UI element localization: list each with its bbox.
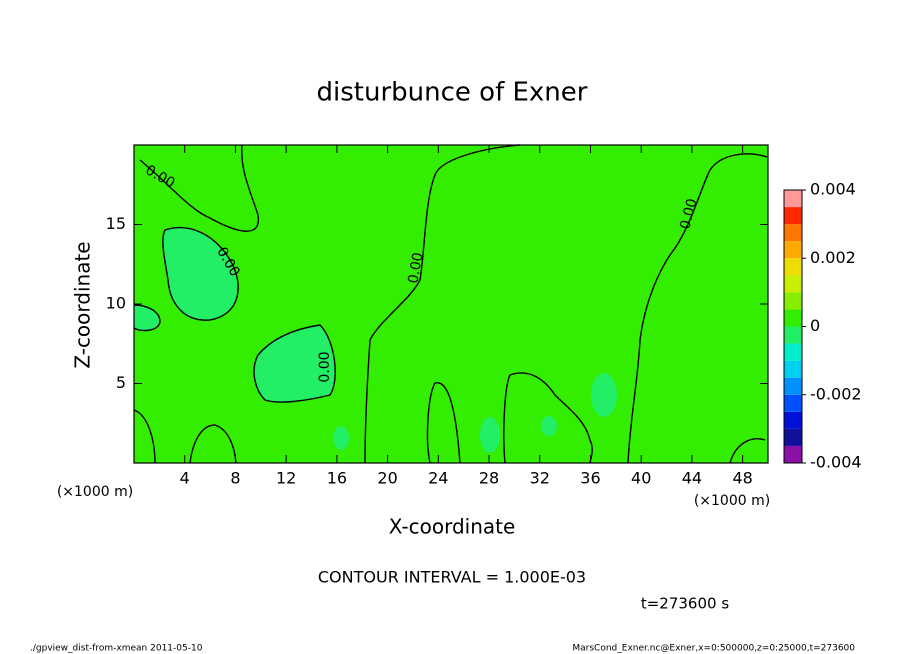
contour-line bbox=[253, 324, 336, 403]
y-axis-label: Z-coordinate bbox=[71, 241, 95, 368]
field-patch bbox=[591, 373, 617, 417]
footer-left: ./gpview_dist-from-xmean 2011-05-10 bbox=[30, 644, 203, 654]
x-tick-label: 48 bbox=[732, 469, 752, 488]
colorbar-tick-label: 0 bbox=[810, 316, 820, 335]
colorbar-band bbox=[784, 190, 802, 208]
x-tick-label: 32 bbox=[530, 469, 550, 488]
field-patch bbox=[254, 325, 336, 403]
colorbar-band bbox=[784, 326, 802, 344]
contour-label: 0.00 bbox=[677, 197, 701, 231]
colorbar-band bbox=[784, 207, 802, 225]
contour-line bbox=[364, 144, 521, 464]
contour-interval: CONTOUR INTERVAL = 1.000E-03 bbox=[318, 568, 586, 587]
contour-line bbox=[503, 372, 593, 464]
contour-label: 0.00 bbox=[405, 251, 426, 284]
contour-line bbox=[133, 409, 156, 464]
colorbar-band bbox=[784, 309, 802, 327]
x-axis-label: X-coordinate bbox=[389, 515, 516, 539]
contour-line bbox=[426, 381, 461, 464]
x-tick-label: 36 bbox=[580, 469, 600, 488]
contour-line bbox=[189, 424, 237, 464]
colorbar-band bbox=[784, 428, 802, 446]
field-patch bbox=[162, 227, 239, 321]
colorbar-band bbox=[784, 445, 802, 463]
chart-title: disturbunce of Exner bbox=[317, 78, 588, 108]
colorbar-band bbox=[784, 241, 802, 259]
time-label: t=273600 s bbox=[641, 595, 729, 613]
colorbar-tick-label: 0.004 bbox=[810, 180, 856, 199]
y-tick-label: 5 bbox=[116, 373, 126, 392]
x-tick-label: 28 bbox=[479, 469, 499, 488]
y-tick-label: 15 bbox=[106, 214, 126, 233]
footer-right: MarsCond_Exner.nc@Exner,x=0:500000,z=0:2… bbox=[572, 644, 855, 654]
colorbar-band bbox=[784, 292, 802, 310]
y-unit: (×1000 m) bbox=[57, 484, 133, 500]
x-tick-label: 20 bbox=[377, 469, 397, 488]
colorbar-band bbox=[784, 377, 802, 395]
colorbar-tick-label: -0.002 bbox=[810, 384, 862, 403]
colorbar-band bbox=[784, 343, 802, 361]
x-tick-label: 4 bbox=[180, 469, 190, 488]
x-tick-label: 12 bbox=[276, 469, 296, 488]
colorbar-band bbox=[784, 360, 802, 378]
colorbar-tick-label: -0.004 bbox=[810, 453, 862, 472]
y-tick-label: 10 bbox=[106, 294, 126, 313]
colorbar-band bbox=[784, 275, 802, 293]
colorbar-band bbox=[784, 394, 802, 412]
field-patch bbox=[541, 416, 557, 436]
x-unit: (×1000 m) bbox=[694, 493, 770, 509]
colorbar-band bbox=[784, 411, 802, 429]
colorbar-band bbox=[784, 224, 802, 242]
contour-line bbox=[627, 153, 768, 464]
x-tick-label: 16 bbox=[327, 469, 347, 488]
field-patch bbox=[480, 417, 500, 453]
x-tick-label: 8 bbox=[230, 469, 240, 488]
contour-line bbox=[729, 438, 766, 464]
contour-line bbox=[139, 144, 260, 232]
x-tick-label: 44 bbox=[682, 469, 702, 488]
contour-line bbox=[162, 226, 239, 321]
field-patch bbox=[134, 305, 160, 331]
plot-background bbox=[134, 145, 768, 463]
x-tick-label: 24 bbox=[428, 469, 448, 488]
contour-label: 0.00 bbox=[317, 351, 333, 382]
field-patch bbox=[333, 426, 349, 450]
contour-lines bbox=[133, 144, 768, 464]
contour-line bbox=[133, 304, 161, 332]
colorbar-band bbox=[784, 258, 802, 276]
x-tick-label: 40 bbox=[631, 469, 651, 488]
colorbar-tick-label: 0.002 bbox=[810, 248, 856, 267]
field-patches bbox=[134, 227, 617, 453]
